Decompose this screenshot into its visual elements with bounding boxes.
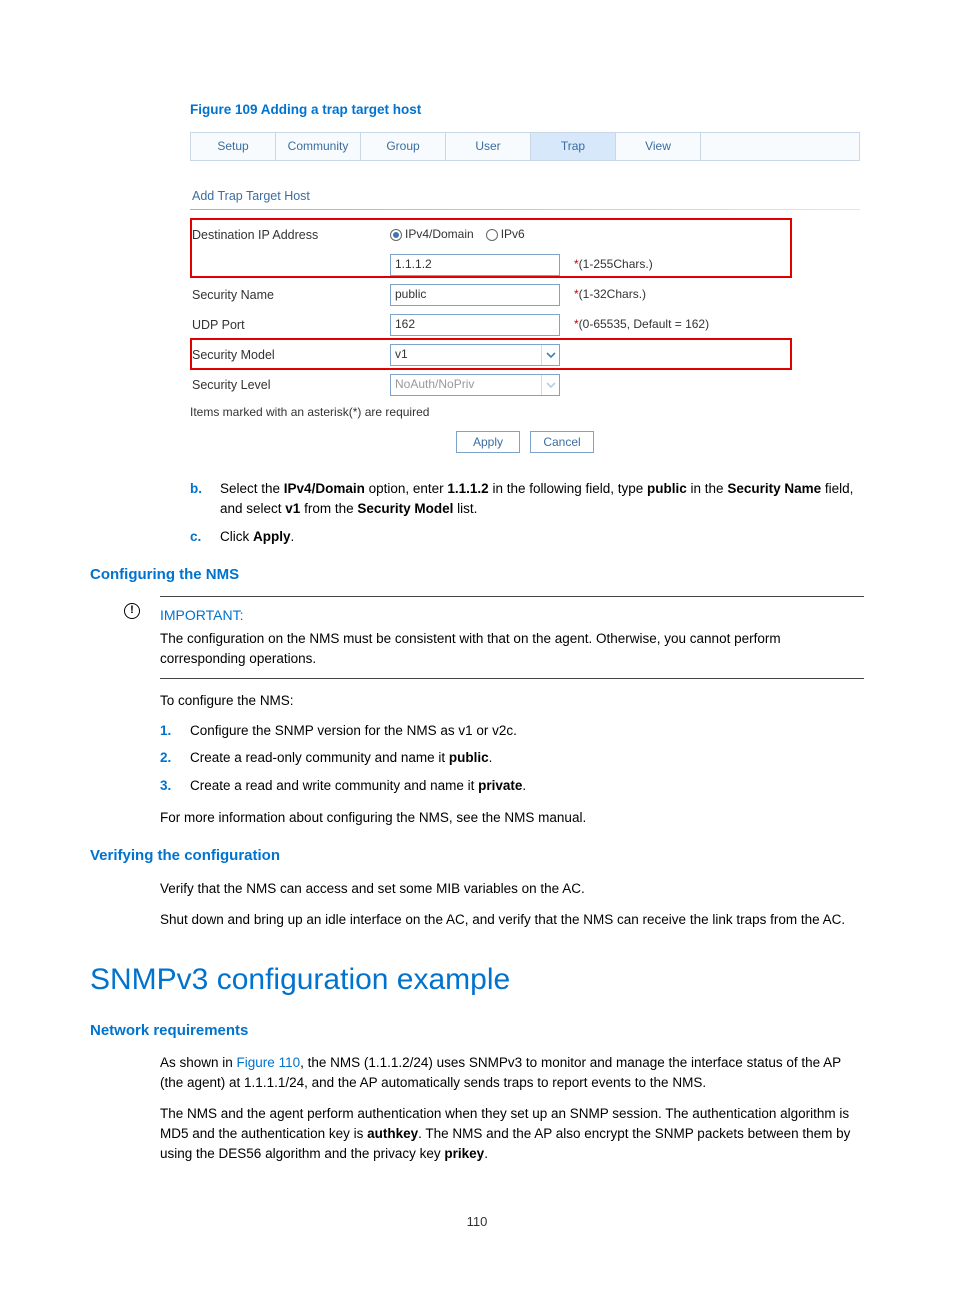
heading-network-req: Network requirements (90, 1020, 864, 1042)
chevron-down-icon (541, 375, 559, 395)
nms-more-info: For more information about configuring t… (160, 808, 864, 828)
title-rule (190, 209, 860, 210)
tab-group[interactable]: Group (361, 133, 446, 160)
figure-link[interactable]: Figure 110 (237, 1055, 301, 1070)
important-label: IMPORTANT: (160, 605, 864, 625)
radio-ipv6[interactable]: IPv6 (486, 226, 525, 243)
radio-icon (390, 229, 402, 241)
input-secname[interactable]: public (390, 284, 560, 306)
heading-snmpv3: SNMPv3 configuration example (90, 958, 864, 1002)
cancel-button[interactable]: Cancel (530, 431, 594, 453)
tab-community[interactable]: Community (276, 133, 361, 160)
nms-step-2: Create a read-only community and name it… (190, 748, 492, 768)
tab-spacer (701, 133, 859, 160)
verify-p1: Verify that the NMS can access and set s… (160, 879, 864, 899)
label-udp: UDP Port (190, 316, 390, 334)
select-secmodel[interactable]: v1 (390, 344, 560, 366)
tab-user[interactable]: User (446, 133, 531, 160)
step-marker-c: c. (190, 527, 220, 547)
nms-intro: To configure the NMS: (160, 691, 864, 711)
tab-setup[interactable]: Setup (191, 133, 276, 160)
form-area: Add Trap Target Host Destination IP Addr… (190, 187, 860, 454)
input-udp[interactable]: 162 (390, 314, 560, 336)
tab-bar: Setup Community Group User Trap View (190, 132, 860, 161)
select-seclevel[interactable]: NoAuth/NoPriv (390, 374, 560, 396)
label-dest-ip: Destination IP Address (190, 226, 390, 244)
radio-ipv4[interactable]: IPv4/Domain (390, 226, 474, 243)
form-title: Add Trap Target Host (190, 187, 860, 205)
label-seclevel: Security Level (190, 376, 390, 394)
tab-view[interactable]: View (616, 133, 701, 160)
important-icon: ! (124, 603, 140, 619)
important-block: ! IMPORTANT: The configuration on the NM… (160, 596, 864, 679)
figure-caption: Figure 109 Adding a trap target host (190, 100, 864, 120)
netreq-p2: The NMS and the agent perform authentica… (160, 1104, 864, 1163)
step-c-text: Click Apply. (220, 527, 864, 547)
label-secname: Security Name (190, 286, 390, 304)
form-footnote: Items marked with an asterisk(*) are req… (190, 404, 860, 421)
chevron-down-icon (541, 345, 559, 365)
important-text: The configuration on the NMS must be con… (160, 629, 864, 668)
form-body: Destination IP Address IPv4/Domain IPv6 … (190, 220, 860, 400)
nms-step-3: Create a read and write community and na… (190, 776, 526, 796)
tab-trap[interactable]: Trap (531, 133, 616, 160)
num-2: 2. (160, 748, 190, 768)
page-number: 110 (90, 1213, 864, 1232)
nms-step-1: Configure the SNMP version for the NMS a… (190, 721, 517, 741)
select-seclevel-value: NoAuth/NoPriv (395, 376, 474, 393)
radio-ipv6-label: IPv6 (501, 226, 525, 243)
radio-group-iptype: IPv4/Domain IPv6 (390, 226, 525, 243)
hint-dest-ip: *(1-255Chars.) (568, 256, 653, 273)
apply-button[interactable]: Apply (456, 431, 520, 453)
radio-ipv4-label: IPv4/Domain (405, 226, 474, 243)
select-secmodel-value: v1 (395, 346, 408, 363)
step-b-text: Select the IPv4/Domain option, enter 1.1… (220, 479, 864, 518)
netreq-p1: As shown in Figure 110, the NMS (1.1.1.2… (160, 1053, 864, 1092)
label-secmodel: Security Model (190, 346, 390, 364)
step-marker-b: b. (190, 479, 220, 518)
button-row: Apply Cancel (190, 431, 860, 453)
verify-p2: Shut down and bring up an idle interface… (160, 910, 864, 930)
numbered-list-nms: 1.Configure the SNMP version for the NMS… (160, 721, 864, 796)
lettered-steps: b. Select the IPv4/Domain option, enter … (190, 479, 864, 546)
heading-configuring-nms: Configuring the NMS (90, 564, 864, 586)
radio-icon (486, 229, 498, 241)
hint-secname: *(1-32Chars.) (568, 286, 646, 303)
num-1: 1. (160, 721, 190, 741)
heading-verifying: Verifying the configuration (90, 845, 864, 867)
num-3: 3. (160, 776, 190, 796)
input-dest-ip[interactable]: 1.1.1.2 (390, 254, 560, 276)
ui-screenshot: Setup Community Group User Trap View Add… (190, 132, 860, 454)
hint-udp: *(0-65535, Default = 162) (568, 316, 709, 333)
